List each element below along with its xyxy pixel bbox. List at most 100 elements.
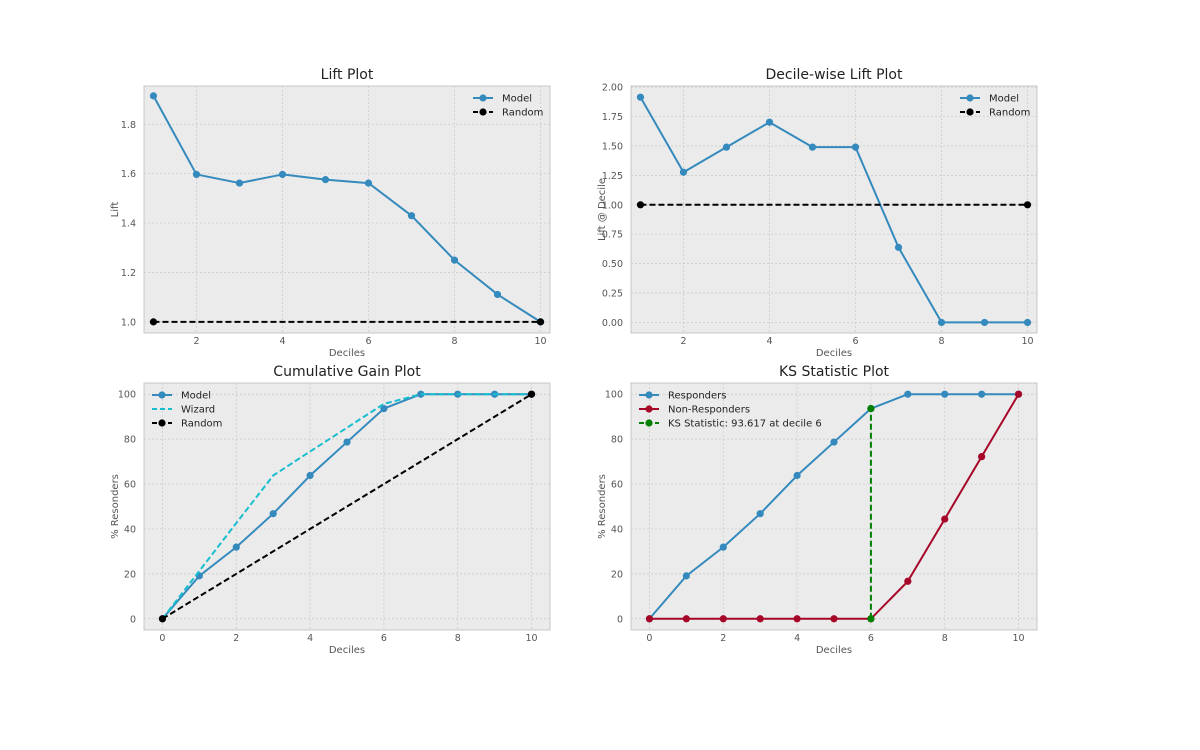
chart-1-y-axis-label: Lift: [110, 202, 121, 218]
chart-2-x-tick-label: 6: [852, 336, 858, 347]
chart-3-y-axis-label: % Resonders: [110, 474, 121, 539]
chart-2-legend-item: Random: [960, 108, 1030, 119]
chart-2-legend-marker: [966, 94, 974, 102]
chart-1-series-model-line: [152, 95, 542, 323]
chart-2-x-tick-label: 2: [680, 336, 686, 347]
chart-4-legend-label: Non-Responders: [668, 405, 750, 416]
chart-4-series-responders-point: [756, 510, 764, 518]
chart-4-legend-item: Non-Responders: [639, 405, 750, 416]
chart-4-series-ks-statistic-93-617-at-decile-6: [867, 404, 875, 623]
chart-4-title: KS Statistic Plot: [779, 364, 890, 380]
chart-4-series-non-responders-point: [978, 453, 986, 461]
chart-4-x-tick-label: 4: [794, 633, 800, 644]
chart-1: 2 4 6 8 10 1.0 1.2 1.4 1.6 1.8 Lift Plot Deciles Lif…: [110, 67, 551, 359]
chart-1-series-random: [149, 318, 545, 326]
chart-4-series-responders-point: [830, 438, 838, 446]
chart-1-legend-label: Model: [502, 94, 532, 105]
chart-2-series-random-point: [1023, 201, 1032, 209]
chart-2-series-model-point: [722, 143, 731, 151]
chart-2-series-random: [636, 201, 1032, 209]
chart-1-series-random-point: [536, 318, 545, 326]
chart-3-x-tick-label: 2: [233, 633, 239, 644]
chart-1-series-model-point: [278, 170, 287, 179]
chart-1-series-model-point: [192, 170, 201, 179]
chart-4-legend-marker: [645, 419, 653, 427]
chart-2-series-model-point: [636, 93, 645, 101]
chart-3-series-random: [158, 390, 536, 623]
chart-4-legend-item: Responders: [639, 391, 727, 402]
chart-4-y-tick-label: 100: [605, 390, 623, 401]
chart-2-legend-item: Model: [960, 94, 1019, 105]
chart-3-y-tick-label: 100: [118, 390, 136, 401]
chart-1-y-tick-label: 1.6: [121, 169, 136, 180]
chart-2-series-model-point: [894, 243, 903, 251]
chart-3-x-tick-label: 0: [159, 633, 165, 644]
chart-1-series-model-point: [450, 256, 459, 264]
chart-1-series-model-point: [493, 290, 502, 299]
chart-3-series-wizard: [161, 393, 532, 620]
chart-1-series-model-point: [321, 176, 330, 184]
chart-3-legend-marker: [158, 419, 166, 427]
chart-2-y-tick-label: 1.75: [602, 112, 623, 123]
chart-4-y-tick-label: 20: [611, 569, 623, 580]
chart-1-x-tick-label: 6: [365, 336, 371, 347]
chart-3-series-model-point: [269, 510, 277, 518]
chart-1-title: Lift Plot: [321, 67, 374, 83]
chart-1-legend-marker: [479, 94, 487, 102]
chart-4-x-axis-label: Deciles: [816, 645, 852, 656]
chart-1-legend-item: Random: [473, 108, 543, 119]
chart-3-y-tick-label: 20: [124, 569, 136, 580]
chart-2-series-model-point: [679, 168, 688, 176]
chart-4-series-responders-point: [904, 390, 912, 398]
chart-4-y-tick-label: 80: [611, 435, 623, 446]
chart-2-legend-label: Model: [989, 94, 1019, 105]
chart-3-series-model-point: [380, 404, 388, 413]
chart-3-legend-item: Wizard: [152, 405, 215, 416]
chart-2-series-model-point: [980, 318, 989, 327]
chart-3-legend-label: Model: [181, 391, 211, 402]
chart-2-series-model-point: [937, 318, 946, 327]
chart-2-y-tick-label: 0.00: [602, 318, 623, 329]
chart-2-legend-marker: [966, 108, 974, 116]
chart-1-series-model: [149, 92, 545, 326]
chart-1-series-model-point: [407, 212, 416, 220]
chart-2-y-tick-label: 1.25: [602, 171, 623, 182]
chart-1-legend-item: Model: [473, 94, 532, 105]
chart-2-x-axis-label: Deciles: [816, 348, 852, 359]
chart-2-series-model-point: [765, 118, 774, 126]
chart-2-x-tick-label: 4: [766, 336, 772, 347]
chart-2-series-model-point: [808, 143, 817, 151]
chart-4-plot-area: [630, 382, 1038, 631]
chart-1-series-random-point: [149, 318, 158, 326]
chart-3-series-random-point: [158, 615, 167, 623]
chart-4-series-non-responders-point: [719, 615, 727, 623]
chart-1-x-axis-label: Deciles: [329, 348, 365, 359]
chart-4-legend-label: Responders: [668, 391, 727, 402]
chart-4-series-responders-point: [978, 390, 986, 398]
chart-3-y-tick-label: 60: [124, 480, 136, 491]
chart-2-y-tick-label: 0.25: [602, 289, 623, 300]
chart-2-y-tick-label: 1.00: [602, 200, 623, 211]
chart-1-legend-label: Random: [502, 108, 543, 119]
chart-1-series-model-point: [149, 92, 158, 100]
chart-1-x-tick-label: 4: [279, 336, 285, 347]
chart-2: 2 4 6 8 10 0.00 0.25 0.50 0.75 1.00 1.25 1.50 1.75 2.…: [597, 67, 1038, 359]
chart-1-legend-marker: [479, 108, 487, 116]
chart-3-legend-label: Random: [181, 419, 222, 430]
chart-4-series-non-responders-point: [793, 615, 801, 623]
chart-2-series-model: [636, 93, 1032, 327]
chart-2-series-model-point: [1023, 318, 1032, 327]
chart-1-y-tick-label: 1.0: [121, 317, 136, 328]
chart-3-series-model-point: [343, 438, 351, 446]
chart-3-x-tick-label: 10: [525, 633, 537, 644]
chart-2-y-tick-label: 0.75: [602, 230, 623, 241]
chart-2-series-random-point: [636, 201, 645, 209]
chart-1-y-tick-label: 1.4: [121, 219, 136, 230]
chart-3-x-tick-label: 6: [381, 633, 387, 644]
chart-2-series-model-line: [639, 96, 1028, 324]
chart-4-series-responders-point: [682, 572, 690, 580]
chart-4-legend-item: KS Statistic: 93.617 at decile 6: [639, 419, 822, 430]
